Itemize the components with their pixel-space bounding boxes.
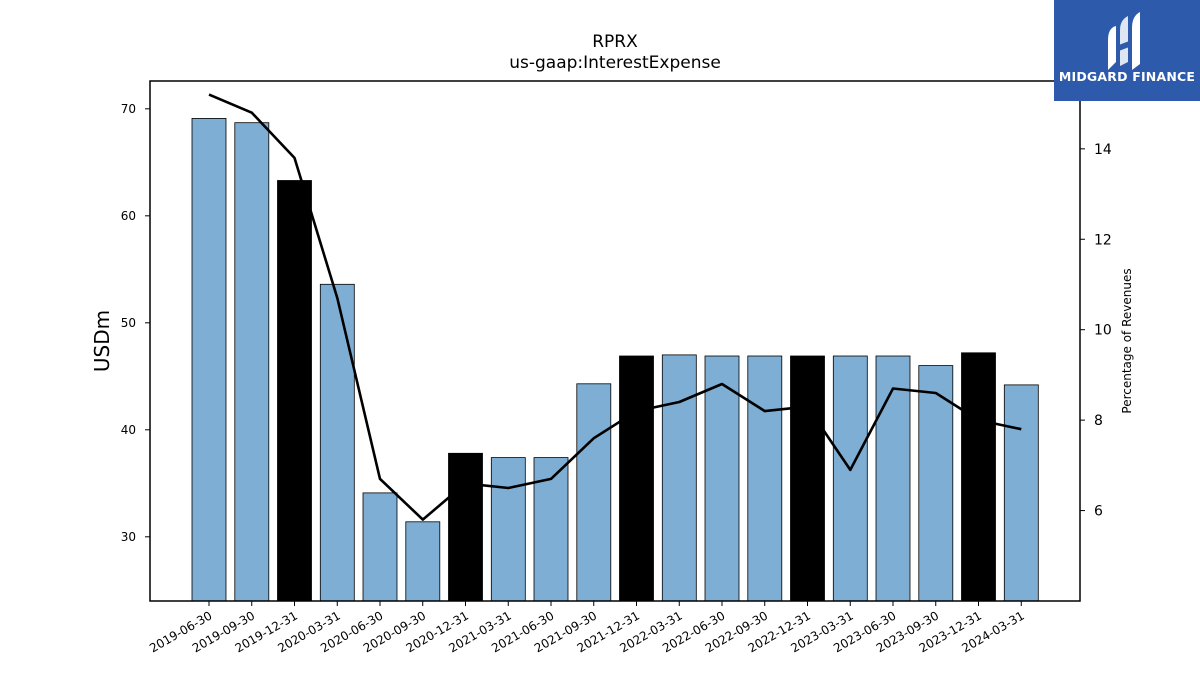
y-tick-label: 50 [121,316,136,330]
bar [1003,384,1039,602]
bar [405,521,441,602]
bar [362,492,398,602]
y-tick-label: 40 [121,423,136,437]
bar [619,355,654,602]
midgard-logo-icon [1108,12,1140,70]
y-axis-label: USDm [90,310,114,372]
chart-title: RPRX [592,32,638,52]
y-tick-label: 60 [121,209,136,223]
bar [875,355,911,602]
bar [961,352,996,602]
bar [490,457,526,602]
y-tick-label: 70 [121,102,136,116]
y2-tick-label: 10 [1094,323,1112,339]
logo-badge: MIDGARD FINANCE [1054,0,1200,101]
bar [277,180,312,602]
bar [790,355,825,602]
y-tick-label: 30 [121,530,136,544]
y2-tick-label: 14 [1094,142,1112,158]
bar [234,122,270,602]
y2-tick-label: 6 [1094,504,1103,520]
y2-tick-label: 12 [1094,232,1112,248]
bar [747,355,783,602]
bar [918,365,954,602]
bar [832,355,868,602]
y2-axis-label: Percentage of Revenues [1120,268,1134,413]
bar [448,452,483,602]
y2-tick-label: 8 [1094,413,1103,429]
chart-subtitle: us-gaap:InterestExpense [509,53,721,73]
plot-frame [149,80,1081,602]
logo-text: MIDGARD FINANCE [1058,69,1196,84]
bar [576,383,612,602]
bar [704,355,740,602]
bar [191,118,227,602]
bar [319,283,355,602]
bar [661,354,697,602]
series-line [208,93,1022,521]
